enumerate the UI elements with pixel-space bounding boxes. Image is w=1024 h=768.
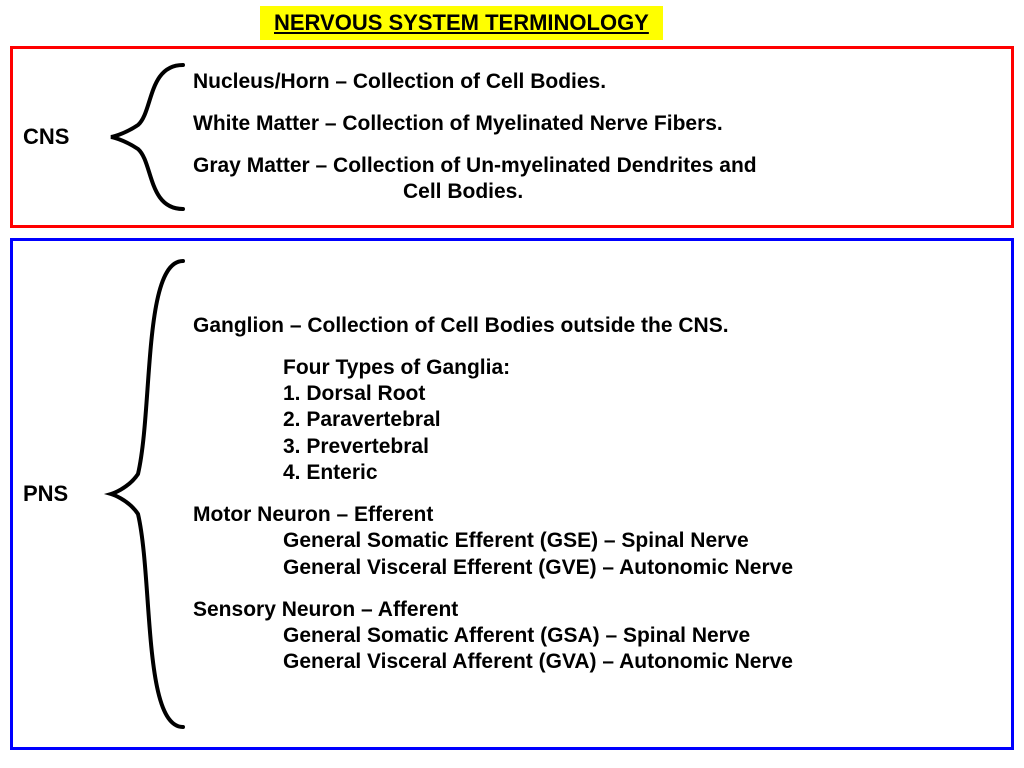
cns-brace: [93, 57, 193, 217]
cns-gray-line2: Cell Bodies.: [193, 179, 1001, 205]
pns-panel: PNS Ganglion – Collection of Cell Bodies…: [10, 238, 1014, 750]
pns-content: Ganglion – Collection of Cell Bodies out…: [193, 313, 1001, 676]
motor-head: Motor Neuron – Efferent: [193, 502, 1001, 528]
cns-panel: CNS Nucleus/Horn – Collection of Cell Bo…: [10, 46, 1014, 228]
ganglia-types-head: Four Types of Ganglia:: [193, 355, 1001, 381]
pns-sensory: Sensory Neuron – Afferent General Somati…: [193, 597, 1001, 676]
motor-gve: General Visceral Efferent (GVE) – Autono…: [193, 555, 1001, 581]
cns-nucleus: Nucleus/Horn – Collection of Cell Bodies…: [193, 69, 1001, 95]
cns-label: CNS: [23, 124, 93, 150]
ganglia-type-4: 4. Enteric: [193, 460, 1001, 486]
cns-content: Nucleus/Horn – Collection of Cell Bodies…: [193, 69, 1001, 206]
cns-gray-line1: Gray Matter – Collection of Un-myelinate…: [193, 153, 1001, 179]
sensory-gva: General Visceral Afferent (GVA) – Autono…: [193, 649, 1001, 675]
ganglia-type-1: 1. Dorsal Root: [193, 381, 1001, 407]
ganglia-type-2: 2. Paravertebral: [193, 407, 1001, 433]
cns-white-matter: White Matter – Collection of Myelinated …: [193, 111, 1001, 137]
pns-ganglion: Ganglion – Collection of Cell Bodies out…: [193, 313, 1001, 487]
page-title: NERVOUS SYSTEM TERMINOLOGY: [260, 6, 663, 40]
motor-gse: General Somatic Efferent (GSE) – Spinal …: [193, 528, 1001, 554]
cns-gray-matter: Gray Matter – Collection of Un-myelinate…: [193, 153, 1001, 206]
ganglion-head: Ganglion – Collection of Cell Bodies out…: [193, 313, 1001, 339]
pns-brace: [93, 249, 193, 739]
pns-motor: Motor Neuron – Efferent General Somatic …: [193, 502, 1001, 581]
sensory-head: Sensory Neuron – Afferent: [193, 597, 1001, 623]
sensory-gsa: General Somatic Afferent (GSA) – Spinal …: [193, 623, 1001, 649]
pns-label: PNS: [23, 481, 93, 507]
ganglia-type-3: 3. Prevertebral: [193, 434, 1001, 460]
